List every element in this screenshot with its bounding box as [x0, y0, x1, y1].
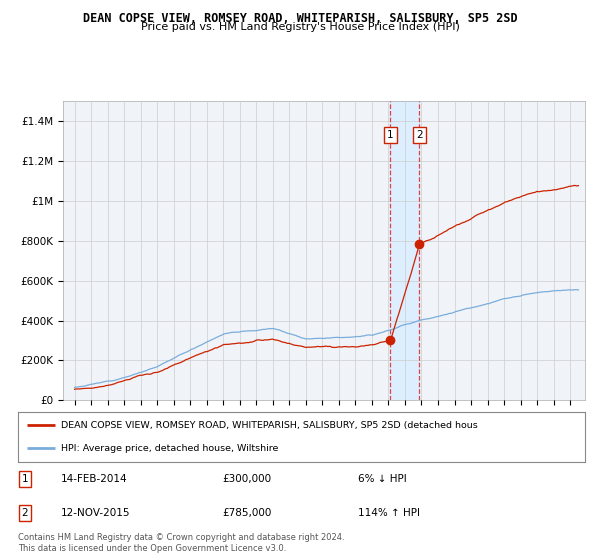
Bar	[391, 101, 419, 400]
Text: 1: 1	[387, 130, 394, 140]
Text: £785,000: £785,000	[222, 508, 271, 518]
Text: Price paid vs. HM Land Registry's House Price Index (HPI): Price paid vs. HM Land Registry's House …	[140, 22, 460, 32]
Text: Contains HM Land Registry data © Crown copyright and database right 2024.
This d: Contains HM Land Registry data © Crown c…	[18, 533, 344, 553]
Text: 6% ↓ HPI: 6% ↓ HPI	[358, 474, 407, 484]
Text: 114% ↑ HPI: 114% ↑ HPI	[358, 508, 420, 518]
Text: 1: 1	[22, 474, 28, 484]
Text: 2: 2	[22, 508, 28, 518]
Text: 14-FEB-2014: 14-FEB-2014	[61, 474, 127, 484]
Text: DEAN COPSE VIEW, ROMSEY ROAD, WHITEPARISH, SALISBURY, SP5 2SD (detached hous: DEAN COPSE VIEW, ROMSEY ROAD, WHITEPARIS…	[61, 421, 477, 430]
Text: DEAN COPSE VIEW, ROMSEY ROAD, WHITEPARISH, SALISBURY, SP5 2SD: DEAN COPSE VIEW, ROMSEY ROAD, WHITEPARIS…	[83, 12, 517, 25]
Text: £300,000: £300,000	[222, 474, 271, 484]
Text: HPI: Average price, detached house, Wiltshire: HPI: Average price, detached house, Wilt…	[61, 444, 278, 453]
Text: 2: 2	[416, 130, 422, 140]
Text: 12-NOV-2015: 12-NOV-2015	[61, 508, 130, 518]
